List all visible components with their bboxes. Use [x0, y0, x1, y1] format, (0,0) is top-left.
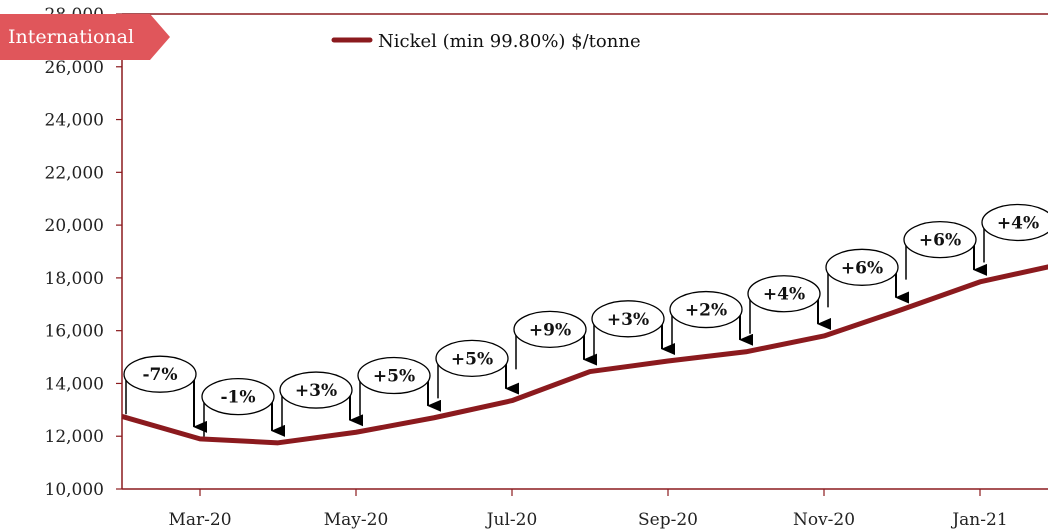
- change-annotation: +6%: [903, 220, 987, 280]
- y-tick-label: 16,000: [45, 322, 104, 342]
- change-annotation: +3%: [591, 300, 675, 359]
- change-label: +3%: [607, 310, 649, 330]
- change-label: -7%: [142, 365, 177, 385]
- y-tick-label: 24,000: [45, 111, 104, 131]
- legend: Nickel (min 99.80%) $/tonne: [331, 31, 641, 52]
- change-bubble: [981, 203, 1048, 242]
- change-label: +9%: [529, 320, 571, 340]
- change-annotation: +2%: [669, 290, 753, 350]
- change-label: +5%: [373, 367, 415, 387]
- change-bubble: [513, 310, 587, 348]
- change-bubble: [669, 290, 743, 329]
- y-tick-label: 14,000: [45, 374, 104, 394]
- axes: 10,000 12,000 14,000 16,000 18,000 20,000 22,0…: [45, 5, 1048, 530]
- y-tick-label: 10,000: [45, 480, 104, 500]
- change-bubble: [825, 248, 899, 286]
- x-tick-label: Jan-21: [950, 510, 1007, 530]
- change-bubble: [123, 355, 197, 393]
- change-annotation: +4%: [981, 203, 1048, 263]
- change-label: +2%: [685, 301, 727, 321]
- international-badge: International: [0, 14, 170, 60]
- x-tick-label: May-20: [324, 510, 389, 530]
- change-label: -1%: [220, 388, 255, 408]
- y-tick-label: 26,000: [45, 58, 104, 78]
- change-annotations: -7% -1% +3% +5% +5% +9% +3% +2% +4% +6% +6% +4%: [123, 203, 1048, 437]
- badge-label: International: [8, 26, 135, 48]
- change-label: +6%: [841, 258, 883, 278]
- change-annotation: +9%: [513, 310, 597, 370]
- change-annotation: +4%: [747, 275, 831, 334]
- x-tick-label: Sep-20: [638, 510, 698, 530]
- change-annotation: -7%: [123, 355, 207, 433]
- x-tick-label: Jul-20: [485, 510, 538, 530]
- change-annotation: +3%: [279, 371, 363, 431]
- y-tick-label: 22,000: [45, 163, 104, 183]
- change-bubble: [201, 377, 275, 416]
- change-bubble: [747, 275, 821, 313]
- change-annotation: +6%: [825, 248, 909, 308]
- change-label: +5%: [451, 349, 493, 369]
- y-tick-label: 12,000: [45, 427, 104, 447]
- change-label: +4%: [763, 285, 805, 305]
- change-bubble: [591, 300, 665, 338]
- change-annotation: -1%: [201, 377, 285, 437]
- change-label: +3%: [295, 381, 337, 401]
- y-tick-label: 18,000: [45, 269, 104, 289]
- change-bubble: [279, 371, 353, 409]
- change-annotation: +5%: [357, 356, 441, 416]
- x-tick-label: Nov-20: [793, 510, 855, 530]
- series-layer: [121, 264, 1048, 446]
- x-tick-label: Mar-20: [168, 510, 231, 530]
- y-tick-label: 20,000: [45, 216, 104, 236]
- change-bubble: [357, 356, 431, 395]
- legend-label: Nickel (min 99.80%) $/tonne: [378, 31, 641, 52]
- change-bubble: [903, 220, 977, 259]
- change-annotation: +5%: [435, 339, 519, 399]
- change-bubble: [435, 339, 509, 378]
- change-label: +4%: [997, 213, 1039, 233]
- change-label: +6%: [919, 231, 961, 251]
